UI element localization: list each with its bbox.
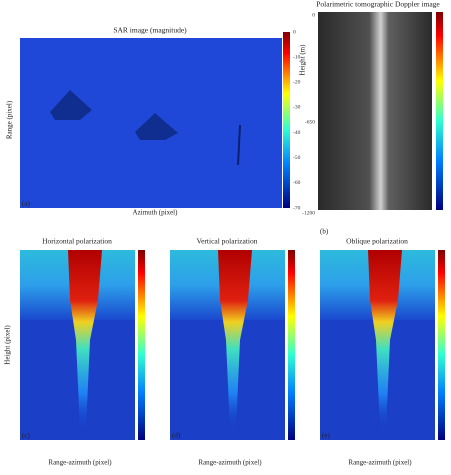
y-tick-label: -1200 <box>302 210 315 216</box>
colorbar-tick: -10 <box>293 54 301 60</box>
colorbar-tick: -40 <box>293 130 301 136</box>
y-tick-label: 0 <box>312 12 315 18</box>
panel-title: SAR image (magnitude) <box>113 26 187 35</box>
x-label: Range-azimuth (pixel) <box>348 459 412 467</box>
colorbar-tick: -30 <box>293 105 301 111</box>
panel-title: Polarimetric tomographic Doppler image <box>316 0 440 9</box>
panel-title: Vertical polarization <box>196 237 257 246</box>
panel-tag: (c) <box>22 432 30 440</box>
colorbar <box>288 250 295 440</box>
panel-title: Horizontal polarization <box>42 237 112 246</box>
heatmap-plume <box>218 250 252 430</box>
panel-title: Oblique polarization <box>346 237 408 246</box>
colorbar <box>283 32 290 208</box>
shape <box>50 90 92 120</box>
colorbar-tick: -50 <box>293 155 301 161</box>
x-label: Azimuth (pixel) <box>133 209 179 217</box>
heatmap-plume <box>68 250 102 430</box>
panel-tag: (a) <box>22 200 30 208</box>
heatmap-plume <box>368 250 402 430</box>
y-label: Range (pixel) <box>6 100 14 139</box>
colorbar-tick: -20 <box>293 80 301 86</box>
doppler-image <box>318 12 432 210</box>
panel-tag: (b) <box>320 228 329 236</box>
y-label: Height (m) <box>299 44 307 76</box>
x-label: Range-azimuth (pixel) <box>198 459 262 467</box>
colorbar-tick: -70 <box>293 205 301 211</box>
panel-tag: (d) <box>172 432 181 440</box>
colorbar <box>138 250 145 440</box>
shape <box>135 113 178 140</box>
colorbar <box>438 250 445 440</box>
y-label: Height (pixel) <box>4 325 12 365</box>
colorbar-tick: -60 <box>293 180 301 186</box>
x-label: Range-azimuth (pixel) <box>48 459 112 467</box>
y-tick-label: -650 <box>305 120 315 126</box>
shape <box>237 124 241 166</box>
colorbar-tick: 0 <box>293 29 296 35</box>
panel-tag: (e) <box>322 432 330 440</box>
colorbar <box>436 12 443 210</box>
